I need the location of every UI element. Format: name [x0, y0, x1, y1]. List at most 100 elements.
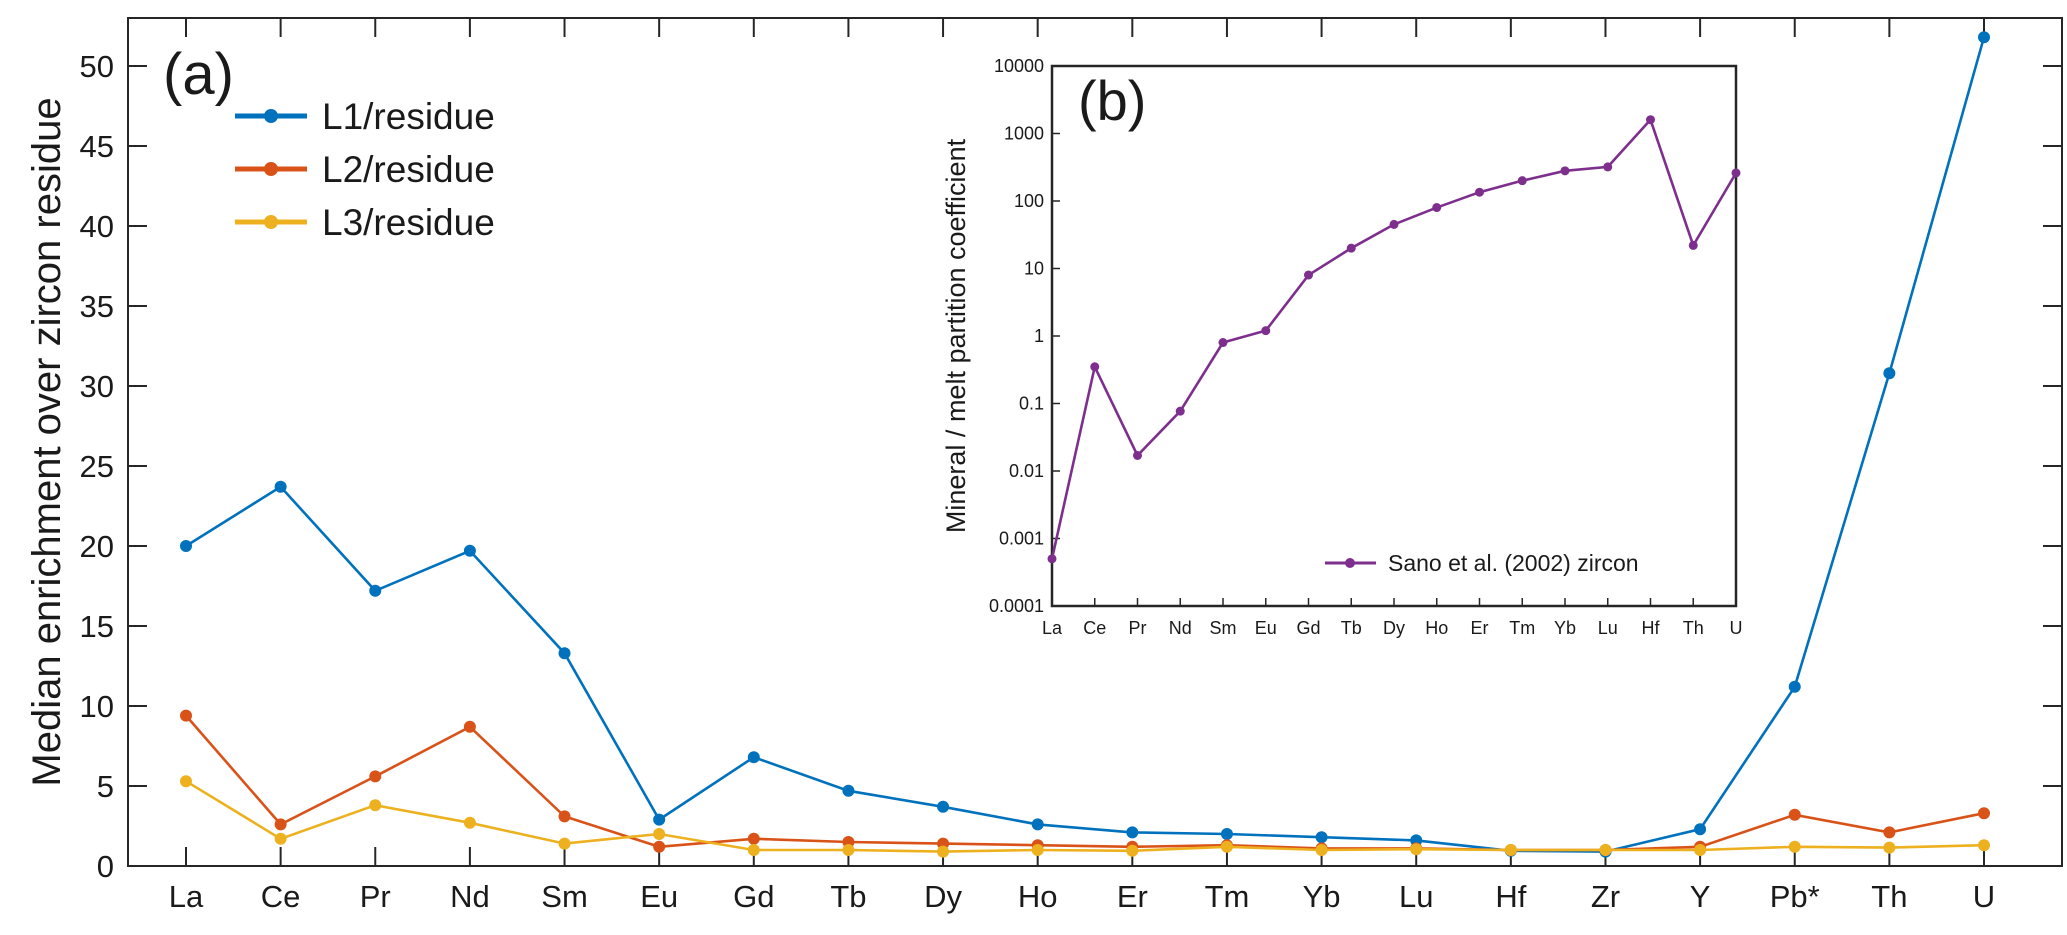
x-tick-label: Ce: [1083, 618, 1106, 638]
data-point-1-Nd: [463, 544, 476, 557]
data-point-3-Pb*: [1788, 840, 1801, 853]
y-tick-label: 30: [80, 369, 114, 404]
inset-background: [1044, 62, 1744, 616]
panel-label: (b): [1078, 69, 1146, 132]
data-point-1-Pb*: [1788, 680, 1801, 693]
data-point-3-La: [180, 775, 192, 788]
data-point-1-Th: [1883, 367, 1896, 380]
data-point-1-La: [180, 540, 192, 552]
data-point-2-La: [180, 709, 192, 722]
data-point-3-Ce: [274, 832, 287, 845]
y-tick-label: 10000: [994, 56, 1044, 76]
data-point-Hf: [1646, 115, 1655, 125]
y-tick-label: 35: [80, 289, 114, 324]
x-tick-label: Ce: [261, 879, 301, 914]
legend-label: Sano et al. (2002) zircon: [1388, 550, 1639, 576]
legend-marker: [1345, 558, 1355, 568]
x-tick-label: Eu: [640, 879, 678, 914]
data-point-2-Sm: [558, 810, 571, 823]
y-tick-label: 40: [80, 209, 114, 244]
legend-marker: [264, 215, 278, 229]
legend-label: L3/residue: [322, 202, 495, 243]
data-point-3-Tm: [1220, 840, 1233, 853]
x-tick-label: Ho: [1018, 879, 1058, 914]
data-point-1-Sm: [558, 647, 571, 660]
series-line-1: [185, 36, 1986, 853]
data-point-Lu: [1603, 162, 1613, 172]
x-tick-label: Zr: [1591, 879, 1620, 914]
y-tick-label: 50: [80, 49, 114, 84]
data-point-3-U: [1978, 839, 1990, 852]
x-tick-label: Gd: [733, 879, 774, 914]
data-point-3-Er: [1126, 844, 1139, 857]
data-point-1-Tm: [1220, 828, 1233, 840]
panel-a-main-chart: 0 5 10 15 20 25 30 35 40 45 50 La Ce Pr Nd Sm Eu Gd Tb Dy Ho…: [25, 17, 2063, 914]
y-tick-label: 0.0001: [989, 596, 1044, 616]
data-point-Nd: [1175, 406, 1185, 416]
data-point-1-Tb: [842, 784, 855, 797]
data-point-2-U: [1978, 807, 1990, 820]
data-point-2-Eu: [653, 840, 666, 853]
legend-marker: [264, 109, 278, 123]
data-point-Th: [1688, 240, 1698, 250]
data-point-1-Gd: [747, 751, 760, 764]
data-point-3-Yb: [1315, 844, 1328, 856]
y-tick-label: 10: [1024, 259, 1044, 279]
series-line-3: [185, 780, 1985, 853]
data-point-3-Pr: [369, 799, 382, 812]
y-tick-label: 45: [80, 129, 114, 164]
data-point-2-Th: [1883, 826, 1896, 839]
data-point-1-Pr: [369, 584, 382, 597]
x-tick-label: Pb*: [1770, 879, 1820, 914]
plot-area-frame: [127, 17, 2063, 867]
data-point-3-Y: [1694, 844, 1707, 856]
data-point-Dy: [1389, 219, 1399, 229]
x-tick-label: Hf: [1495, 879, 1526, 914]
data-point-2-Gd: [747, 832, 760, 845]
data-point-3-Hf: [1504, 844, 1517, 856]
x-tick-label: Gd: [1296, 618, 1320, 638]
data-point-1-Ce: [274, 480, 287, 493]
legend-item-2: L2/residue: [235, 149, 495, 190]
x-tick-label: Hf: [1642, 618, 1661, 638]
y-axis-label: Mineral / melt partition coefficient: [941, 138, 971, 533]
x-tick-label: Lu: [1598, 618, 1618, 638]
x-tick-label: Yb: [1303, 879, 1341, 914]
y-tick-label: 0.1: [1019, 394, 1044, 414]
data-point-Gd: [1304, 270, 1313, 280]
data-point-Sm: [1218, 338, 1228, 348]
legend-item: Sano et al. (2002) zircon: [1325, 550, 1639, 576]
legend-label: L1/residue: [322, 96, 495, 137]
data-point-1-Y: [1694, 823, 1707, 836]
x-tick-label: Sm: [541, 879, 588, 914]
data-point-1-Yb: [1315, 831, 1328, 844]
x-tick-label: Pr: [1129, 618, 1147, 638]
legend-label: L2/residue: [322, 149, 495, 190]
x-tick-label: Er: [1471, 618, 1489, 638]
x-tick-label: Lu: [1399, 879, 1433, 914]
data-point-Er: [1475, 187, 1484, 197]
data-point-3-Lu: [1410, 843, 1423, 856]
x-tick-label: Pr: [360, 879, 391, 914]
x-tick-label: La: [1042, 618, 1063, 638]
y-axis-label: Median enrichment over zircon residue: [25, 97, 69, 786]
data-point-2-Pr: [369, 770, 382, 783]
y-tick-label: 20: [80, 529, 114, 564]
y-tick-label: 100: [1014, 191, 1044, 211]
legend-item-3: L3/residue: [235, 202, 495, 243]
x-tick-label: Tm: [1509, 618, 1535, 638]
x-tick-label: Er: [1117, 879, 1148, 914]
data-point-Eu: [1261, 326, 1271, 336]
x-tick-label: Tb: [1341, 618, 1362, 638]
data-point-2-Ce: [274, 818, 287, 831]
data-point-Ce: [1090, 362, 1100, 372]
x-tick-label: Eu: [1255, 618, 1277, 638]
data-point-1-Dy: [937, 800, 950, 813]
legend-marker: [264, 162, 278, 176]
data-point-3-Nd: [463, 816, 476, 829]
x-tick-label: Th: [1683, 618, 1704, 638]
data-point-3-Ho: [1031, 844, 1044, 856]
x-tick-label: Dy: [1383, 618, 1405, 638]
data-point-1-Eu: [653, 813, 666, 826]
